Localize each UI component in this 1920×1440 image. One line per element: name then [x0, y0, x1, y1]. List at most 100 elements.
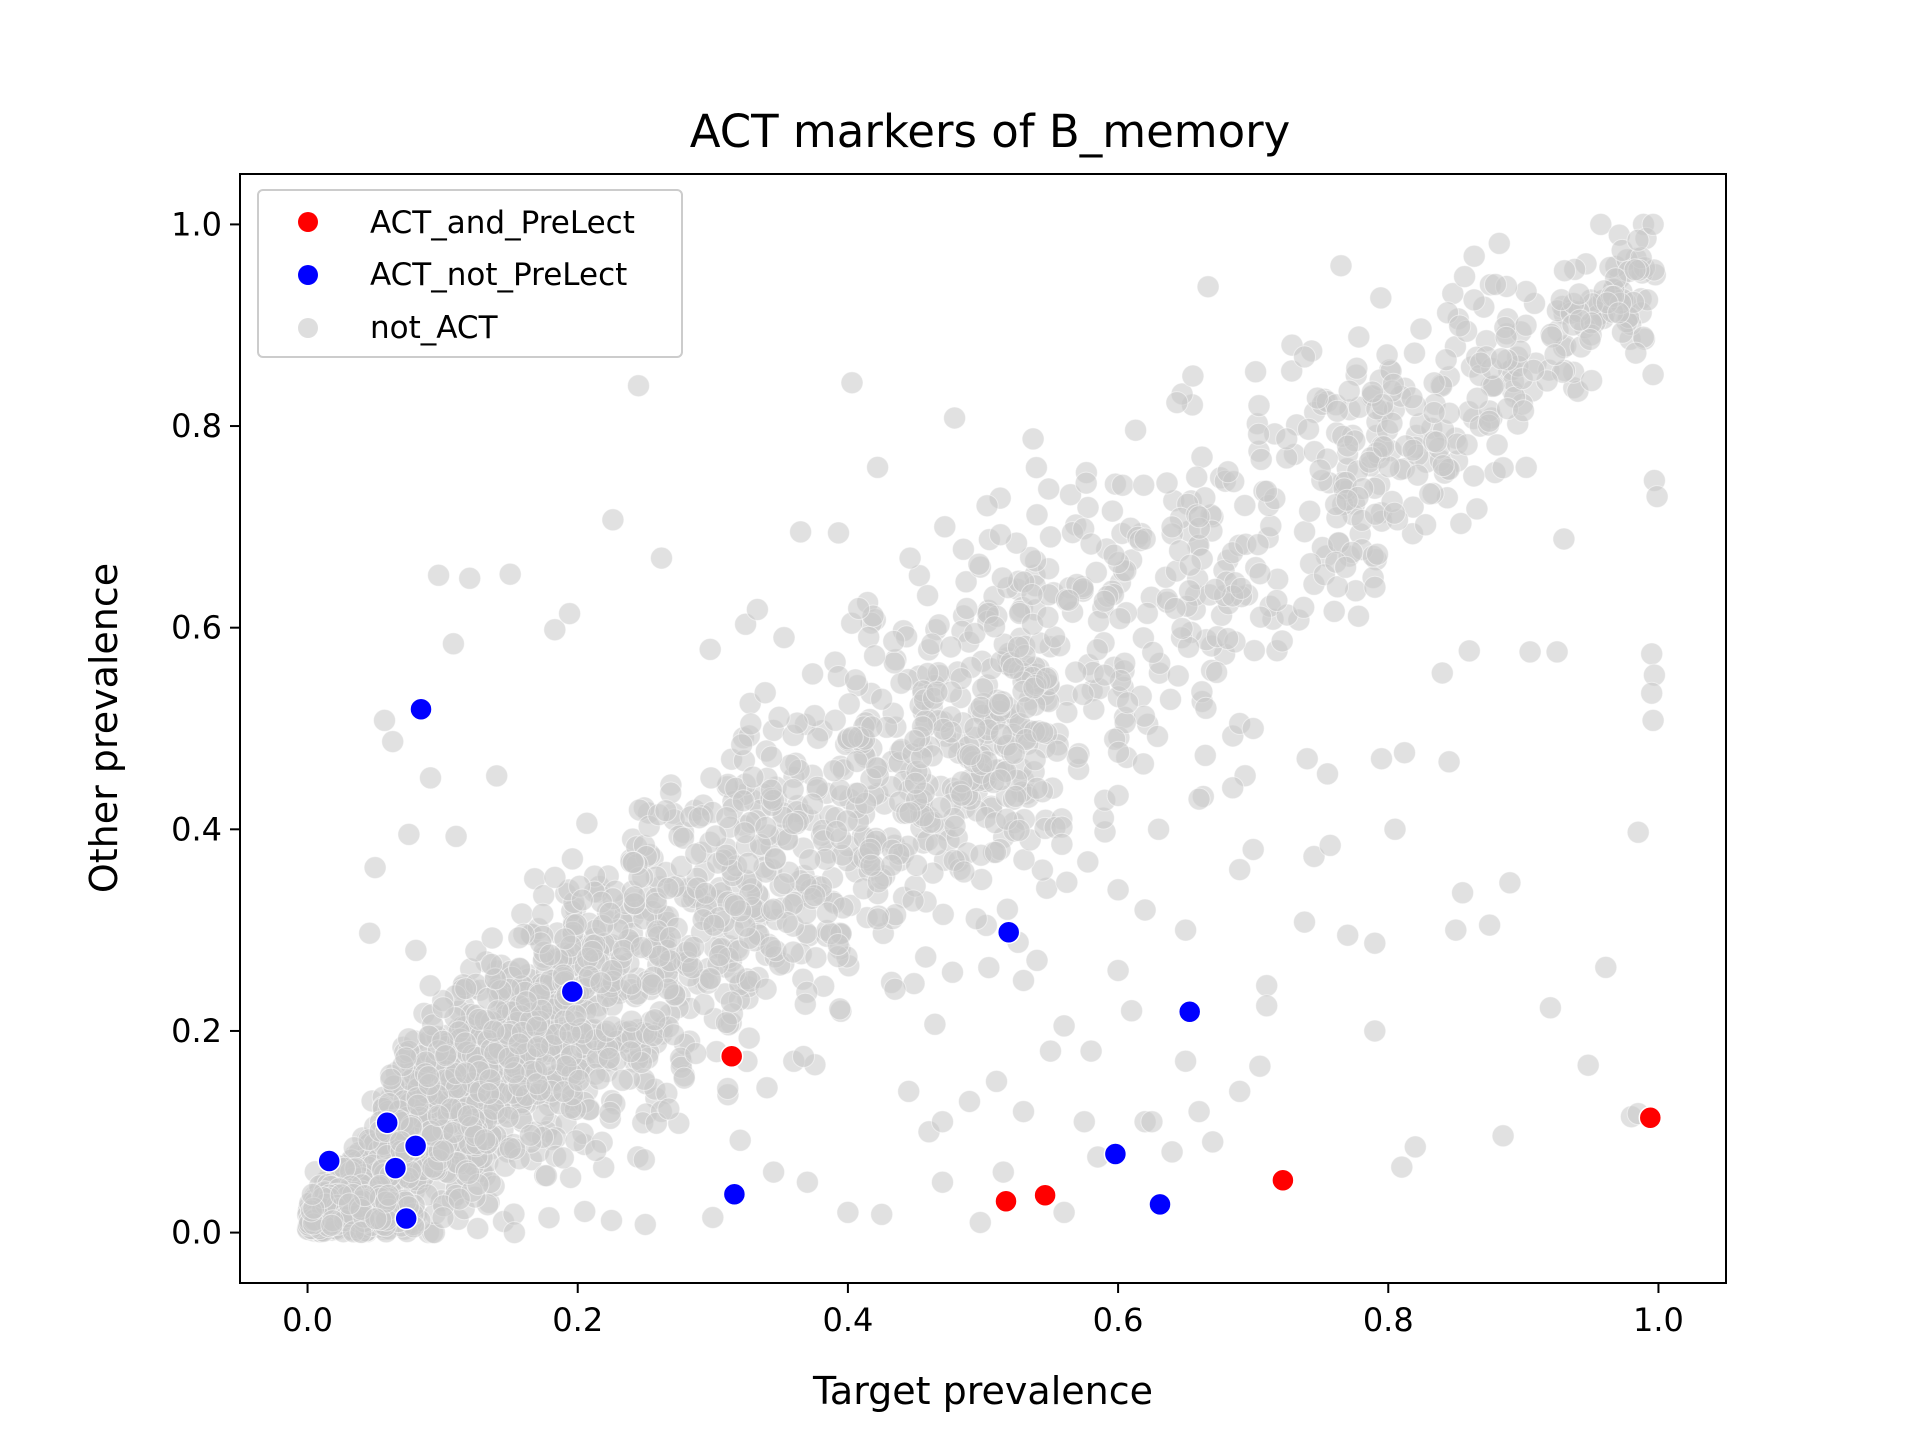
point-not-act [1611, 320, 1634, 344]
point-not-act [931, 717, 955, 741]
x-tick-label: 0.8 [1363, 1301, 1414, 1339]
point-not-act [457, 1104, 480, 1128]
point-not-act [1390, 1155, 1414, 1179]
point-not-act [1576, 1053, 1600, 1077]
point-act-not-prelect [409, 697, 433, 722]
point-not-act [1012, 848, 1036, 872]
point-not-act [836, 1200, 860, 1224]
point-not-act [931, 1110, 954, 1134]
point-not-act [989, 723, 1013, 746]
point-not-act [801, 792, 824, 816]
point-not-act [1025, 776, 1049, 800]
point-not-act [1102, 543, 1126, 567]
point-not-act [694, 881, 718, 905]
point-not-act [1345, 356, 1369, 380]
point-not-act [1347, 604, 1370, 628]
point-not-act [1079, 1039, 1103, 1063]
point-not-act [1578, 328, 1602, 351]
point-not-act [1489, 347, 1513, 371]
point-not-act [1455, 433, 1479, 457]
y-axis-label: Other prevalence [82, 563, 126, 893]
point-not-act [714, 1011, 738, 1035]
point-not-act [1021, 427, 1045, 451]
legend-box [257, 189, 683, 358]
point-not-act [682, 935, 706, 959]
point-not-act [1334, 555, 1358, 579]
point-not-act [373, 708, 396, 732]
point-not-act [1241, 717, 1265, 740]
point-not-act [1414, 513, 1438, 537]
point-not-act [723, 894, 747, 918]
point-not-act [1640, 642, 1664, 666]
point-act-not-prelect [1148, 1192, 1172, 1217]
point-not-act [1071, 682, 1095, 706]
point-not-act [741, 765, 765, 789]
point-not-act [1325, 399, 1349, 423]
point-not-act [1132, 473, 1156, 497]
point-not-act [627, 374, 650, 398]
point-not-act [1178, 553, 1202, 577]
point-not-act [1393, 741, 1416, 765]
point-act-not-prelect [394, 1206, 418, 1231]
point-not-act [702, 913, 726, 937]
point-not-act [473, 1128, 497, 1152]
point-not-act [789, 520, 813, 544]
point-not-act [1308, 458, 1332, 482]
point-not-act [1193, 743, 1217, 767]
point-not-act [658, 926, 682, 949]
point-not-act [1363, 1019, 1387, 1043]
point-not-act [1514, 313, 1538, 337]
point-not-act [1187, 505, 1211, 529]
point-not-act [1465, 386, 1489, 410]
series-act-not-prelect [317, 697, 1202, 1231]
x-tick-label: 0.0 [282, 1301, 333, 1339]
point-not-act [827, 521, 850, 545]
point-not-act [840, 371, 864, 395]
point-not-act [498, 562, 522, 586]
point-not-act [1255, 479, 1278, 503]
point-not-act [760, 745, 783, 769]
point-not-act [597, 1046, 621, 1070]
point-not-act [1567, 282, 1591, 306]
point-not-act [1375, 343, 1399, 367]
point-not-act [1160, 515, 1184, 539]
point-not-act [498, 1136, 522, 1160]
point-not-act [716, 1077, 740, 1100]
point-not-act [1120, 999, 1144, 1023]
point-not-act [860, 715, 884, 739]
point-not-act [865, 756, 888, 780]
point-not-act [1181, 364, 1205, 388]
point-not-act [708, 944, 732, 968]
point-not-act [485, 764, 509, 788]
point-not-act [431, 1139, 455, 1163]
point-not-act [988, 768, 1012, 792]
point-not-act [1462, 464, 1486, 488]
point-not-act [704, 824, 728, 848]
point-not-act [1522, 358, 1546, 382]
point-not-act [376, 1183, 400, 1207]
point-not-act [480, 926, 504, 950]
y-tick-label: 0.2 [171, 1012, 222, 1050]
point-not-act [1589, 212, 1613, 236]
point-not-act [1377, 455, 1401, 479]
point-not-act [739, 712, 763, 736]
point-not-act [692, 992, 716, 1016]
point-not-act [1106, 784, 1130, 807]
point-not-act [1594, 955, 1618, 979]
point-not-act [379, 1067, 403, 1091]
point-not-act [1155, 471, 1179, 495]
point-not-act [925, 680, 949, 704]
point-not-act [897, 1079, 921, 1103]
point-not-act [427, 563, 451, 587]
point-not-act [598, 901, 622, 925]
point-not-act [1025, 503, 1049, 527]
point-not-act [1241, 838, 1265, 861]
point-not-act [426, 1104, 450, 1128]
chart-title: ACT markers of B_memory [690, 105, 1291, 158]
point-not-act [1146, 724, 1169, 748]
point-not-act [543, 865, 567, 889]
point-not-act [1487, 231, 1511, 255]
point-not-act [1347, 325, 1371, 349]
point-not-act [1640, 681, 1664, 705]
x-axis-label: Target prevalence [812, 1369, 1153, 1413]
